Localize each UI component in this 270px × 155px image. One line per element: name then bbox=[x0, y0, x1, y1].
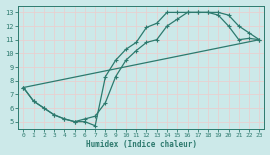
X-axis label: Humidex (Indice chaleur): Humidex (Indice chaleur) bbox=[86, 140, 197, 149]
